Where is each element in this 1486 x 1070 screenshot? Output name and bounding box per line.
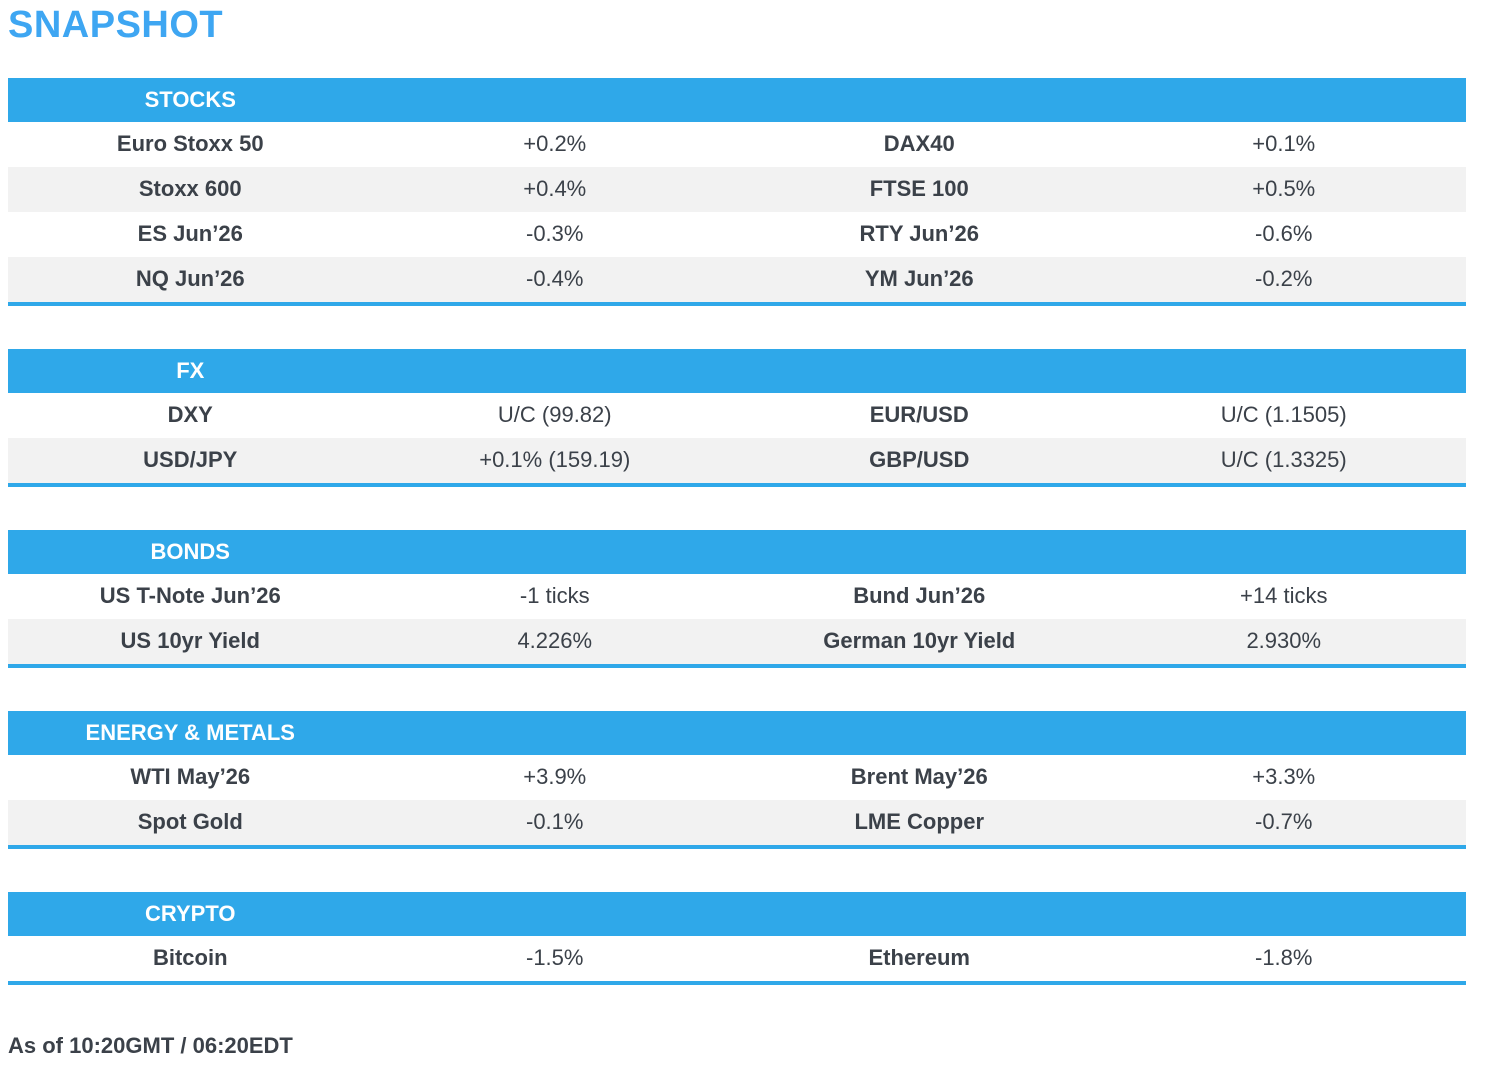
section-bonds: BONDS US T-Note Jun’26 -1 ticks Bund Jun’26… [8, 529, 1466, 668]
instrument-label: DXY [167, 402, 213, 428]
table-row: USD/JPY +0.1% (159.19) GBP/USD U/C (1.3325) [8, 437, 1466, 483]
instrument-value: U/C (99.82) [497, 402, 612, 428]
instrument-value: +0.4% [523, 176, 587, 202]
instrument-label: NQ Jun’26 [135, 266, 245, 292]
instrument-value: -1 ticks [519, 583, 590, 609]
instrument-label: LME Copper [854, 809, 985, 835]
instrument-label: FTSE 100 [869, 176, 969, 202]
instrument-label: US T-Note Jun’26 [99, 583, 281, 609]
instrument-label: ES Jun’26 [137, 221, 243, 247]
instrument-label: WTI May’26 [130, 764, 251, 790]
instrument-label: Ethereum [868, 945, 970, 971]
instrument-value: +0.5% [1252, 176, 1316, 202]
table-row: NQ Jun’26 -0.4% YM Jun’26 -0.2% [8, 256, 1466, 302]
instrument-value: -0.4% [526, 266, 584, 292]
snapshot-sections: STOCKS Euro Stoxx 50 +0.2% DAX40 +0.1% Stoxx … [8, 77, 1466, 985]
section-header-label: CRYPTO [145, 900, 236, 926]
instrument-label: Stoxx 600 [138, 176, 242, 202]
table-row: Spot Gold -0.1% LME Copper -0.7% [8, 799, 1466, 845]
section-header: STOCKS [8, 77, 1466, 122]
instrument-label: USD/JPY [143, 447, 238, 473]
section-header: CRYPTO [8, 891, 1466, 936]
instrument-value: +0.1% (159.19) [479, 447, 631, 473]
instrument-label: GBP/USD [869, 447, 970, 473]
instrument-label: US 10yr Yield [120, 628, 260, 654]
section-header: ENERGY & METALS [8, 710, 1466, 755]
table-row: WTI May’26 +3.9% Brent May’26 +3.3% [8, 755, 1466, 800]
instrument-label: Spot Gold [137, 809, 243, 835]
table-row: ES Jun’26 -0.3% RTY Jun’26 -0.6% [8, 212, 1466, 257]
section-energy-metals: ENERGY & METALS WTI May’26 +3.9% Brent May’… [8, 710, 1466, 849]
instrument-value: 4.226% [517, 628, 593, 654]
instrument-label: YM Jun’26 [864, 266, 974, 292]
instrument-value: 2.930% [1246, 628, 1322, 654]
instrument-value: U/C (1.3325) [1220, 447, 1347, 473]
table-row: Stoxx 600 +0.4% FTSE 100 +0.5% [8, 166, 1466, 212]
instrument-value: +3.9% [523, 764, 587, 790]
page-title: SNAPSHOT [8, 4, 224, 46]
table-row: US 10yr Yield 4.226% German 10yr Yield 2.93… [8, 618, 1466, 664]
section-fx: FX DXY U/C (99.82) EUR/USD U/C (1.1505) USD/J… [8, 348, 1466, 487]
instrument-label: Brent May’26 [850, 764, 988, 790]
instrument-value: +3.3% [1252, 764, 1316, 790]
section-header: BONDS [8, 529, 1466, 574]
table-row: US T-Note Jun’26 -1 ticks Bund Jun’26 +14 t… [8, 574, 1466, 619]
section-crypto: CRYPTO Bitcoin -1.5% Ethereum -1.8% [8, 891, 1466, 985]
table-row: Bitcoin -1.5% Ethereum -1.8% [8, 936, 1466, 981]
instrument-value: -0.7% [1255, 809, 1313, 835]
instrument-label: Bund Jun’26 [853, 583, 986, 609]
instrument-value: -0.6% [1255, 221, 1313, 247]
instrument-value: -0.1% [526, 809, 584, 835]
footer-timestamp: As of 10:20GMT / 06:20EDT [8, 1032, 293, 1058]
instrument-value: +0.2% [523, 131, 587, 157]
instrument-label: DAX40 [883, 131, 955, 157]
instrument-value: -0.2% [1255, 266, 1313, 292]
instrument-label: German 10yr Yield [823, 628, 1016, 654]
section-header-label: ENERGY & METALS [85, 719, 295, 745]
instrument-label: Euro Stoxx 50 [116, 131, 264, 157]
instrument-value: +14 ticks [1240, 583, 1328, 609]
section-stocks: STOCKS Euro Stoxx 50 +0.2% DAX40 +0.1% Stoxx … [8, 77, 1466, 306]
instrument-label: RTY Jun’26 [859, 221, 979, 247]
section-header-label: STOCKS [144, 86, 236, 112]
instrument-label: Bitcoin [152, 945, 228, 971]
section-header: FX [8, 348, 1466, 393]
instrument-label: EUR/USD [869, 402, 969, 428]
table-row: DXY U/C (99.82) EUR/USD U/C (1.1505) [8, 393, 1466, 438]
table-row: Euro Stoxx 50 +0.2% DAX40 +0.1% [8, 122, 1466, 167]
instrument-value: -1.5% [526, 945, 584, 971]
instrument-value: -1.8% [1255, 945, 1313, 971]
instrument-value: U/C (1.1505) [1220, 402, 1347, 428]
section-header-label: FX [176, 357, 205, 383]
instrument-value: +0.1% [1252, 131, 1316, 157]
section-header-label: BONDS [150, 538, 230, 564]
instrument-value: -0.3% [526, 221, 584, 247]
